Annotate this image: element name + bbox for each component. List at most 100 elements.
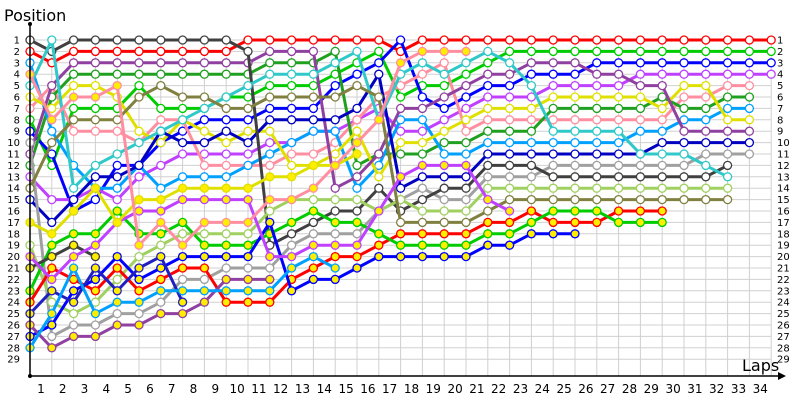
data-point [592, 126, 602, 136]
x-tick-label: 9 [211, 382, 219, 396]
data-point [352, 240, 362, 250]
data-point [199, 183, 210, 193]
data-point [156, 229, 166, 239]
data-point [395, 103, 406, 114]
data-point [112, 194, 122, 205]
data-point [265, 35, 275, 45]
data-point [68, 194, 79, 205]
data-point [744, 69, 755, 79]
data-point [504, 183, 515, 193]
data-point [134, 80, 144, 91]
y-tick-label-left: 16 [7, 207, 20, 218]
x-tick-label: 28 [622, 382, 637, 396]
data-point [47, 137, 57, 148]
data-point [657, 58, 667, 68]
data-point [679, 149, 689, 159]
data-point [483, 46, 493, 57]
data-point [352, 251, 362, 262]
data-point [112, 217, 122, 228]
data-point [504, 172, 515, 182]
data-point [570, 217, 580, 228]
data-point [308, 206, 319, 216]
data-point [177, 46, 188, 57]
data-point [657, 46, 667, 57]
data-point [199, 126, 210, 136]
data-point [221, 92, 231, 102]
data-point [679, 69, 689, 79]
data-point [112, 183, 122, 193]
data-point [308, 103, 319, 114]
data-point [613, 160, 624, 171]
data-point [330, 240, 340, 250]
data-point [374, 58, 384, 68]
data-point [439, 137, 449, 148]
data-point [47, 80, 57, 91]
x-tick-label: 17 [382, 382, 397, 396]
data-point [526, 172, 537, 182]
data-point [592, 206, 602, 216]
data-point [657, 217, 667, 228]
y-tick-label-left: 29 [7, 355, 20, 366]
data-point [374, 183, 384, 193]
data-point [221, 149, 231, 159]
data-point [374, 206, 384, 216]
data-point [330, 274, 340, 285]
data-point [722, 194, 733, 205]
data-point [504, 229, 515, 239]
data-point [286, 80, 297, 91]
x-tick-label: 8 [190, 382, 198, 396]
data-point [286, 103, 297, 114]
data-point [90, 126, 101, 136]
data-point [613, 35, 624, 45]
data-point [265, 126, 275, 136]
data-point [112, 58, 122, 68]
data-point [417, 92, 428, 102]
data-point [461, 217, 471, 228]
data-point [570, 92, 580, 102]
y-tick-label-left: 3 [14, 58, 20, 69]
data-point [134, 194, 144, 205]
data-point [330, 35, 340, 45]
data-point [265, 149, 275, 159]
x-tick-label: 16 [360, 382, 375, 396]
data-point [286, 115, 297, 125]
data-point [570, 126, 580, 136]
data-point [112, 251, 122, 262]
data-point [504, 69, 515, 79]
data-point [526, 69, 537, 79]
y-tick-label-left: 2 [14, 47, 20, 58]
data-point [570, 69, 580, 79]
data-point [526, 217, 537, 228]
data-point [243, 46, 253, 57]
data-point [177, 194, 188, 205]
data-point [112, 80, 122, 91]
data-point [374, 149, 384, 159]
data-point [47, 251, 57, 262]
data-point [417, 149, 428, 159]
data-point [722, 103, 733, 114]
data-point [243, 263, 253, 273]
data-point [570, 160, 580, 171]
data-point [526, 160, 537, 171]
data-point [68, 320, 79, 330]
data-point [112, 297, 122, 307]
data-point [635, 183, 646, 193]
series-15 [25, 80, 733, 228]
y-tick-label-left: 5 [14, 81, 20, 92]
data-point [243, 126, 253, 136]
data-point [504, 35, 515, 45]
y-tick-label-left: 23 [7, 286, 20, 297]
data-point [308, 274, 319, 285]
data-point [461, 80, 471, 91]
data-point [461, 251, 471, 262]
y-tick-label-right: 3 [777, 58, 783, 69]
data-point [243, 80, 253, 91]
data-point [308, 92, 319, 102]
data-point [177, 263, 188, 273]
data-point [352, 263, 362, 273]
data-point [352, 35, 362, 45]
data-point [526, 194, 537, 205]
data-point [177, 229, 188, 239]
data-point [243, 274, 253, 285]
data-point [352, 80, 362, 91]
